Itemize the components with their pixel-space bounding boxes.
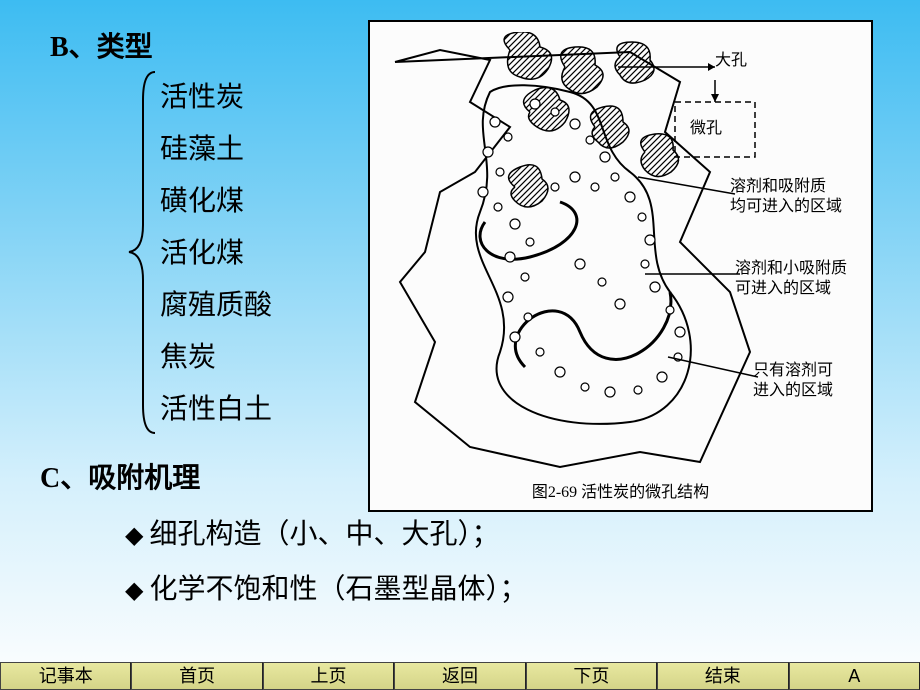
- list-item: 活性炭: [160, 72, 272, 124]
- list-item: 细孔构造（小、中、大孔）；: [125, 508, 527, 563]
- list-item: 磺化煤: [160, 176, 272, 228]
- mechanism-list: 细孔构造（小、中、大孔）； 化学不饱和性（石墨型晶体）；: [125, 508, 527, 618]
- nav-back-button[interactable]: 返回: [394, 662, 525, 690]
- list-item: 化学不饱和性（石墨型晶体）；: [125, 563, 527, 618]
- list-item: 硅藻土: [160, 124, 272, 176]
- nav-end-button[interactable]: 结束: [657, 662, 788, 690]
- nav-home-button[interactable]: 首页: [131, 662, 262, 690]
- nav-prev-button[interactable]: 上页: [263, 662, 394, 690]
- list-item: 腐殖质酸: [160, 280, 272, 332]
- label-macro-pore: 大孔: [715, 46, 747, 70]
- nav-a-button[interactable]: A: [789, 662, 920, 690]
- list-item: 焦炭: [160, 332, 272, 384]
- figure-container: 大孔 微孔 溶剂和吸附质 均可进入的区域 溶剂和小吸附质 可进入的区域 只有溶剂…: [368, 20, 873, 512]
- label-region1-l2: 均可进入的区域: [730, 192, 842, 216]
- label-region2-l2: 可进入的区域: [735, 274, 831, 298]
- nav-notepad-button[interactable]: 记事本: [0, 662, 131, 690]
- section-b-heading: B、类型: [50, 25, 153, 65]
- curly-brace-icon: [125, 70, 165, 435]
- section-c-heading: C、吸附机理: [40, 456, 200, 496]
- type-list: 活性炭 硅藻土 磺化煤 活化煤 腐殖质酸 焦炭 活性白土: [160, 72, 272, 436]
- figure-caption: 图2-69 活性炭的微孔结构: [370, 478, 871, 502]
- nav-next-button[interactable]: 下页: [526, 662, 657, 690]
- label-micro-pore: 微孔: [690, 114, 722, 138]
- nav-bar: 记事本 首页 上页 返回 下页 结束 A: [0, 662, 920, 690]
- list-item: 活化煤: [160, 228, 272, 280]
- list-item: 活性白土: [160, 384, 272, 436]
- label-region3-l2: 进入的区域: [753, 376, 833, 400]
